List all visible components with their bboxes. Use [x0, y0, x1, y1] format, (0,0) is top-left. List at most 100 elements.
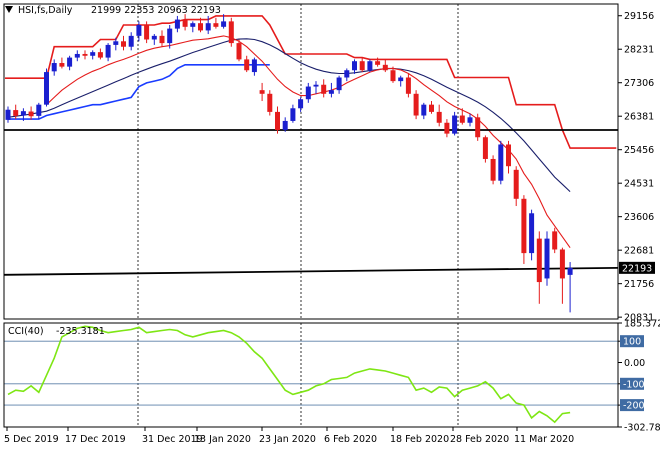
candle-body: [205, 23, 211, 31]
price-overlays: [3, 15, 619, 276]
candle-body: [475, 117, 481, 138]
axis-labels: 29156 28231 27306 26381 25456 24531 23606 22681…: [4, 6, 660, 445]
symbol-label: HSI,fs,Daily: [18, 5, 73, 16]
candle-body: [444, 122, 450, 134]
candle-body: [136, 25, 142, 36]
candle-body: [352, 61, 357, 71]
candles: [5, 14, 573, 313]
price-tick-label: 27306: [624, 78, 654, 89]
slow-moving-average-line: [7, 38, 571, 192]
price-panel-frame: [3, 3, 619, 320]
horizontal-level-support-2: [3, 266, 619, 276]
cci-tick-label: 100: [623, 337, 641, 348]
candle-body: [421, 104, 427, 116]
last-price-badge: [619, 261, 655, 274]
candle-body: [198, 23, 203, 31]
candle-body: [128, 35, 134, 47]
candle-body: [359, 61, 365, 71]
candle-body: [513, 169, 519, 199]
candle-body: [382, 64, 388, 71]
candle-body: [67, 57, 73, 67]
candle-body: [174, 19, 180, 29]
candle-body: [313, 84, 319, 87]
candle-body: [498, 144, 504, 181]
candle-body: [290, 108, 296, 121]
x-tick-label: 5 Dec 2019: [4, 434, 59, 445]
candle-body: [36, 104, 42, 116]
candle-body: [482, 137, 488, 159]
candle-body: [151, 35, 157, 40]
candle-body: [506, 144, 511, 167]
candle-body: [336, 77, 342, 91]
candle-body: [328, 90, 334, 94]
price-tick-label: 24531: [624, 179, 654, 190]
x-tick-label: 31 Dec 2019: [142, 434, 203, 445]
candle-body: [390, 70, 396, 82]
candle-body: [398, 77, 404, 82]
x-tick-label: 18 Feb 2020: [390, 434, 449, 445]
candle-body: [305, 86, 311, 100]
candle-body: [552, 231, 558, 250]
candle-body: [452, 115, 458, 134]
candle-body: [536, 238, 542, 283]
price-tick-label: 20831: [624, 313, 654, 324]
x-tick-label: 11 Mar 2020: [514, 434, 574, 445]
candle-body: [367, 61, 373, 71]
candle-body: [51, 63, 57, 72]
price-tick-label: 22681: [624, 246, 654, 257]
candle-body: [259, 90, 265, 94]
cci-panel-frame: [3, 322, 619, 428]
candle-body: [121, 41, 126, 47]
candle-body: [190, 23, 196, 27]
price-grid: [137, 4, 459, 319]
cci-line-group: [7, 325, 571, 424]
resistance-step-line: [5, 15, 617, 149]
x-tick-label: 17 Dec 2019: [65, 434, 126, 445]
support-trend-line: [8, 64, 270, 120]
candle-body: [236, 43, 242, 60]
candle-body: [167, 28, 173, 44]
cci-tick-label: 185.3722: [624, 319, 660, 330]
candle-body: [182, 19, 188, 27]
candle-body: [429, 104, 434, 112]
price-tick-label: 23606: [624, 212, 654, 223]
price-tick-label: 21756: [624, 279, 654, 290]
candle-body: [113, 41, 119, 45]
candle-body: [159, 35, 165, 44]
candle-body: [44, 72, 49, 105]
candle-body: [90, 52, 96, 56]
collapse-arrow-icon: [5, 6, 13, 13]
candle-body: [567, 267, 573, 275]
cci-indicator-label: CCI(40): [8, 326, 44, 337]
x-tick-label: 23 Jan 2020: [259, 434, 316, 445]
cci-grid: [4, 323, 618, 427]
candle-body: [298, 99, 304, 109]
candle-body: [82, 53, 88, 56]
price-tick-label: 28231: [624, 45, 654, 56]
candle-body: [529, 213, 535, 254]
candle-body: [344, 70, 350, 78]
candle-body: [544, 238, 550, 279]
ohlc-label: 21999 22353 20963 22193: [91, 5, 221, 16]
candle-body: [282, 120, 288, 130]
candle-body: [413, 93, 419, 116]
candle-body: [144, 25, 150, 40]
cci-indicator-value: -235.3181: [56, 326, 105, 337]
candle-body: [436, 111, 442, 123]
cci-level-badge: [620, 399, 644, 412]
x-tick-label: 6 Feb 2020: [324, 434, 377, 445]
candle-body: [28, 111, 34, 117]
cci-tick-label: -100: [623, 379, 645, 390]
cci-line: [7, 325, 571, 424]
candle-body: [275, 111, 280, 130]
candle-body: [221, 21, 227, 27]
candle-body: [375, 61, 381, 65]
candle-body: [467, 117, 473, 123]
candle-body: [559, 249, 565, 279]
cci-level-badge: [620, 377, 644, 390]
price-tick-label: 26381: [624, 112, 654, 123]
axes: [3, 3, 622, 431]
candle-body: [251, 59, 257, 73]
candle-body: [228, 21, 234, 44]
